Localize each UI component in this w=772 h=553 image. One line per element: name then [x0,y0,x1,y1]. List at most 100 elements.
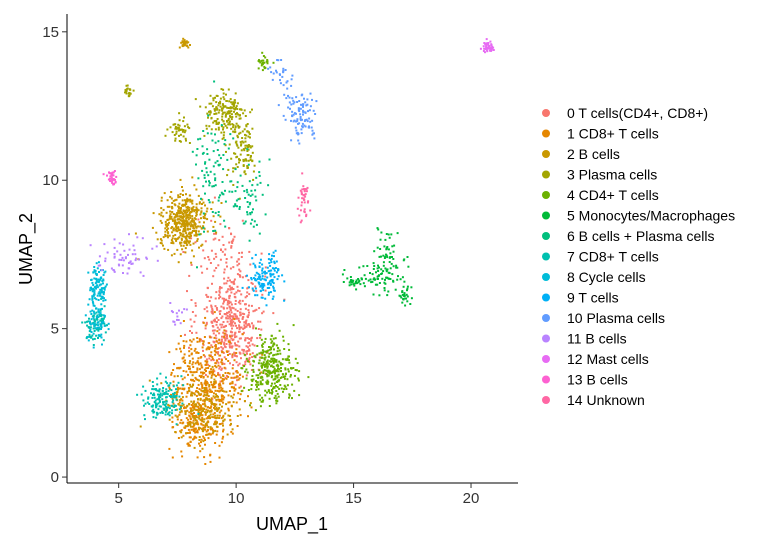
data-point [98,314,101,317]
data-point [225,390,228,393]
data-point [158,399,161,402]
data-point [231,190,234,193]
data-point [250,304,253,307]
data-point [174,414,177,417]
data-point [107,322,110,325]
data-point [287,368,290,371]
data-point [263,341,266,344]
data-point [269,291,272,294]
data-point [307,126,310,129]
data-point [170,241,173,244]
data-point [228,353,231,355]
data-point [171,416,174,419]
data-point [191,363,194,366]
data-point [221,361,224,364]
data-point [97,299,100,301]
data-point [167,403,170,406]
data-point [223,271,226,274]
data-point [100,336,103,339]
data-point [116,250,119,253]
data-point [176,237,179,240]
data-point [201,371,204,374]
data-point [194,408,197,411]
data-point [186,234,189,237]
data-point [236,112,238,115]
data-point [232,184,235,186]
data-point [363,285,366,288]
data-point [278,329,281,332]
data-point [172,234,175,237]
data-point [214,141,217,144]
data-point [373,265,376,267]
data-point [187,442,190,445]
data-point [164,233,167,236]
data-point [268,286,271,289]
data-point [244,144,247,147]
data-point [180,409,183,412]
data-point [395,266,398,269]
data-point [276,386,279,389]
data-point [202,225,205,228]
data-point [134,232,137,235]
data-point [230,246,233,249]
data-point [265,381,268,384]
data-point [161,394,164,397]
data-point [293,101,296,104]
data-point [124,89,127,91]
data-point [184,251,187,254]
data-point [203,371,206,374]
data-point [238,206,241,208]
data-point [231,428,234,431]
data-point [273,353,276,356]
data-point [380,268,383,271]
data-point [233,235,236,238]
data-point [212,225,215,228]
data-point [142,399,145,402]
data-point [169,213,172,216]
data-point [211,309,214,312]
data-point [249,353,252,356]
data-point [171,211,174,214]
data-point [193,184,196,187]
data-point [392,250,395,253]
data-point [173,134,176,136]
data-point [171,397,174,400]
data-point [179,322,182,325]
data-point [304,119,307,121]
data-point [92,332,95,335]
data-point [245,159,248,162]
data-point [258,352,261,355]
data-point [105,283,108,286]
data-point [213,341,216,343]
data-point [247,159,250,162]
data-point [119,253,122,256]
data-point [152,408,155,411]
data-point [259,285,262,288]
data-point [226,111,229,114]
data-point [206,433,209,436]
data-point [243,365,246,367]
data-point [99,308,102,311]
data-point [236,186,239,189]
data-point [269,284,272,286]
data-point [260,252,263,255]
data-point [244,197,247,199]
data-point [238,408,241,411]
x-axis-title: UMAP_1 [256,514,328,535]
data-point [221,297,224,300]
data-point [226,314,229,317]
data-point [180,429,183,432]
data-point [171,420,174,423]
data-point [221,350,224,353]
data-point [195,203,198,206]
data-point [110,267,113,270]
data-point [385,233,388,235]
data-point [200,413,202,416]
data-point [231,382,234,385]
data-point [387,248,390,251]
data-point [90,331,93,333]
data-point [211,346,214,349]
data-point [159,372,162,375]
data-point [246,213,249,216]
data-point [245,350,248,353]
